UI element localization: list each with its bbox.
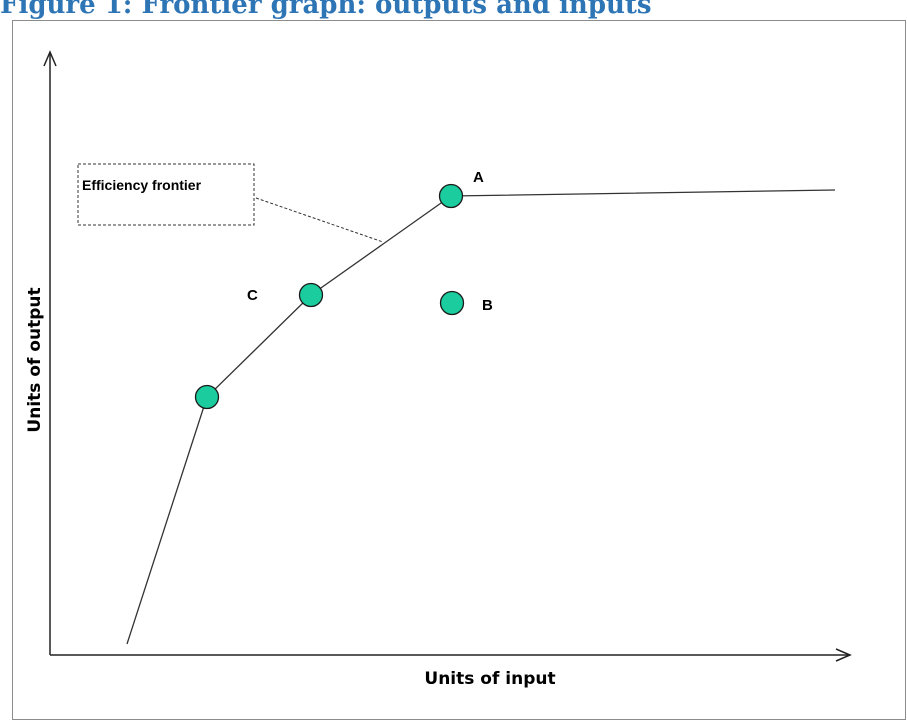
point-b — [439, 290, 465, 316]
y-axis-arrowhead — [43, 50, 57, 67]
point-c — [298, 282, 324, 308]
frontier-diagram: Units of input Units of output Efficienc… — [25, 50, 852, 689]
point-c-label: C — [247, 287, 258, 304]
x-axis-arrowhead — [835, 648, 852, 662]
point-b-label: B — [482, 297, 493, 314]
efficiency-frontier-line — [126, 189, 836, 645]
efficiency-frontier-callout-label: Efficiency frontier — [82, 177, 202, 193]
point-d — [194, 384, 220, 410]
figure-heading: Figure 1: Frontier graph: outputs and in… — [0, 0, 652, 20]
y-axis-title: Units of output — [25, 287, 45, 432]
point-a-label: A — [473, 169, 484, 186]
point-a — [438, 183, 464, 209]
efficiency-frontier-leader-line — [255, 197, 384, 243]
efficiency-frontier-callout-box — [77, 163, 255, 226]
x-axis-title: Units of input — [424, 669, 555, 689]
